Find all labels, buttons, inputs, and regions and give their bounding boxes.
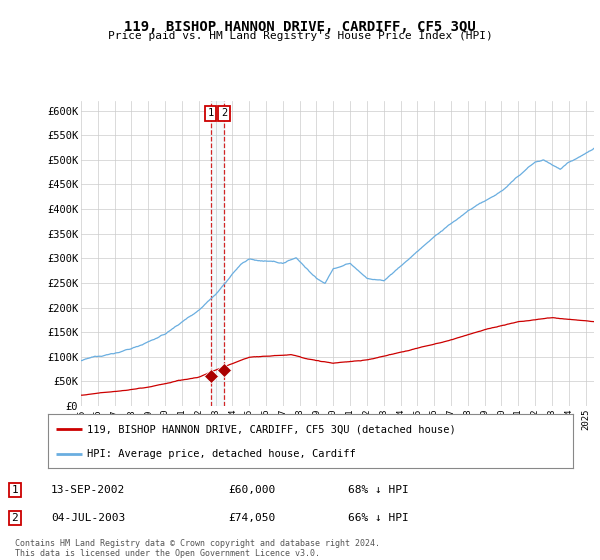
Text: 119, BISHOP HANNON DRIVE, CARDIFF, CF5 3QU: 119, BISHOP HANNON DRIVE, CARDIFF, CF5 3… xyxy=(124,20,476,34)
Text: 68% ↓ HPI: 68% ↓ HPI xyxy=(348,485,409,495)
Text: 119, BISHOP HANNON DRIVE, CARDIFF, CF5 3QU (detached house): 119, BISHOP HANNON DRIVE, CARDIFF, CF5 3… xyxy=(88,424,456,435)
Text: 66% ↓ HPI: 66% ↓ HPI xyxy=(348,513,409,523)
Text: 1: 1 xyxy=(208,108,214,118)
Text: 2: 2 xyxy=(221,108,227,118)
Text: 2: 2 xyxy=(11,513,19,523)
Text: Price paid vs. HM Land Registry's House Price Index (HPI): Price paid vs. HM Land Registry's House … xyxy=(107,31,493,41)
Text: £74,050: £74,050 xyxy=(228,513,275,523)
Text: 13-SEP-2002: 13-SEP-2002 xyxy=(51,485,125,495)
Text: Contains HM Land Registry data © Crown copyright and database right 2024.
This d: Contains HM Land Registry data © Crown c… xyxy=(15,539,380,558)
Text: £60,000: £60,000 xyxy=(228,485,275,495)
Text: 04-JUL-2003: 04-JUL-2003 xyxy=(51,513,125,523)
Text: 1: 1 xyxy=(11,485,19,495)
Text: HPI: Average price, detached house, Cardiff: HPI: Average price, detached house, Card… xyxy=(88,449,356,459)
Bar xyxy=(211,101,224,406)
